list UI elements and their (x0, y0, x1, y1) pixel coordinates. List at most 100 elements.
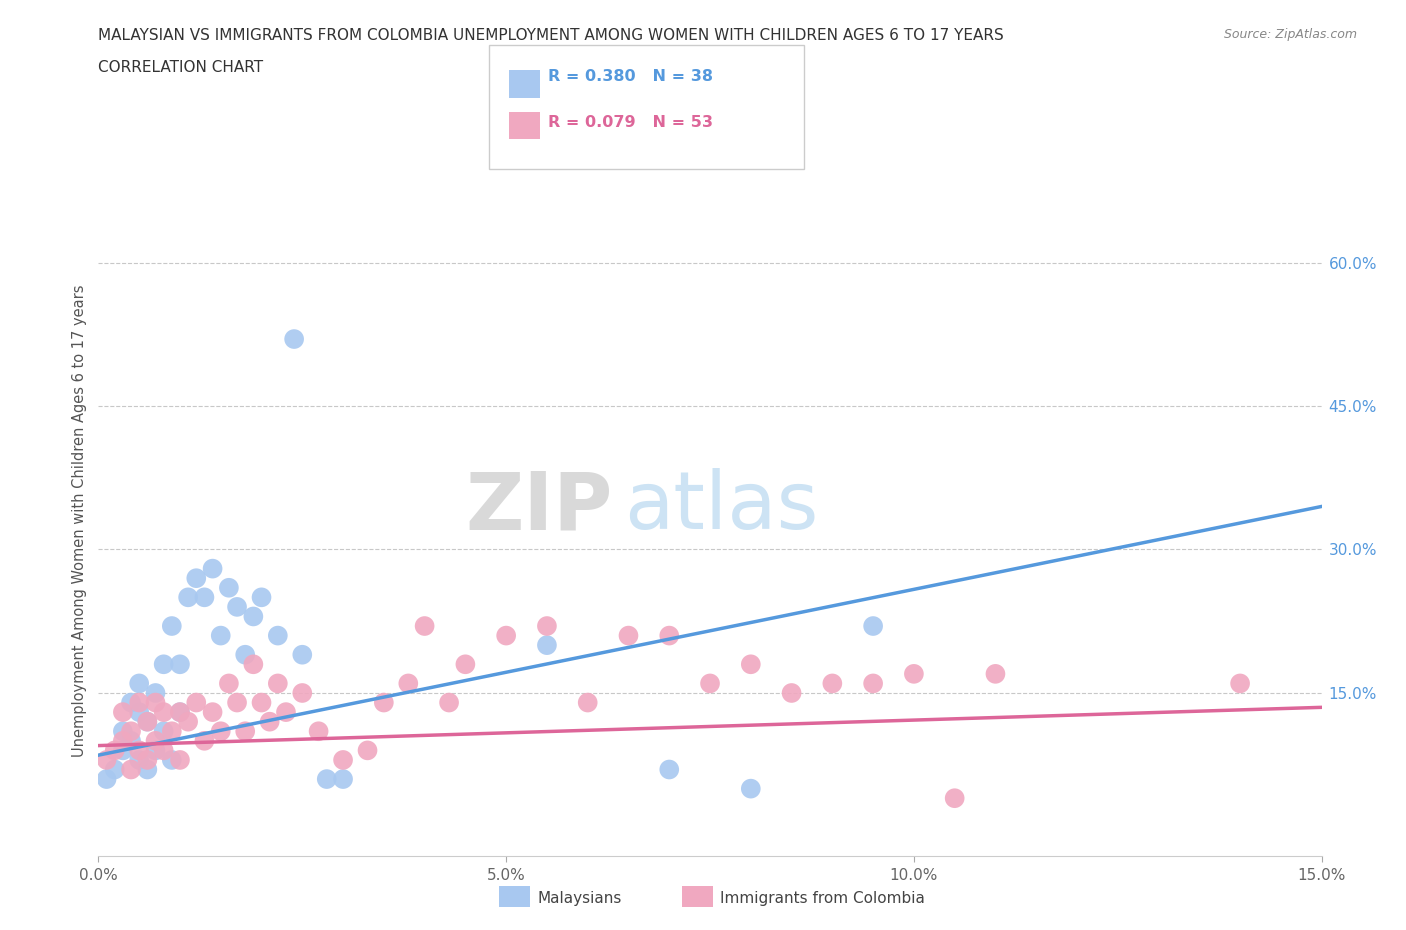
Point (291, 685, 314, 700)
Point (136, 752, 159, 767)
Point (267, 676, 290, 691)
Point (250, 590, 273, 604)
Point (218, 676, 240, 691)
Point (332, 752, 354, 767)
Point (136, 762, 159, 777)
Point (193, 734, 215, 749)
Text: atlas: atlas (624, 469, 818, 547)
Point (136, 714, 159, 729)
Point (536, 638, 558, 653)
Point (233, 724, 256, 738)
Point (780, 685, 803, 700)
Point (250, 695, 273, 710)
Point (111, 705, 134, 720)
Point (136, 714, 159, 729)
Point (821, 676, 844, 691)
Point (740, 657, 762, 671)
Point (226, 600, 249, 615)
Point (111, 724, 134, 738)
Point (576, 695, 599, 710)
Point (186, 571, 208, 586)
Point (193, 590, 215, 604)
Point (242, 609, 264, 624)
Point (658, 762, 681, 777)
Point (259, 714, 281, 729)
Point (437, 695, 460, 710)
Point (862, 676, 884, 691)
Point (169, 705, 191, 720)
Point (658, 628, 681, 643)
Point (152, 724, 174, 738)
Point (984, 667, 1007, 682)
Text: R = 0.079   N = 53: R = 0.079 N = 53 (548, 115, 713, 130)
Text: Malaysians: Malaysians (537, 891, 621, 906)
Point (495, 628, 517, 643)
Point (169, 657, 191, 671)
Point (111, 734, 134, 749)
Point (201, 561, 224, 576)
Point (111, 743, 134, 758)
Point (120, 695, 142, 710)
Point (356, 743, 378, 758)
Point (128, 705, 150, 720)
Point (315, 772, 337, 787)
Point (128, 743, 150, 758)
Point (233, 647, 256, 662)
Point (740, 781, 762, 796)
Point (160, 724, 183, 738)
Point (308, 724, 330, 738)
Point (373, 695, 395, 710)
Point (242, 657, 264, 671)
Text: MALAYSIAN VS IMMIGRANTS FROM COLOMBIA UNEMPLOYMENT AMONG WOMEN WITH CHILDREN AGE: MALAYSIAN VS IMMIGRANTS FROM COLOMBIA UN… (98, 28, 1004, 43)
Point (128, 676, 150, 691)
Y-axis label: Unemployment Among Women with Children Ages 6 to 17 years: Unemployment Among Women with Children A… (72, 285, 87, 757)
Point (145, 743, 167, 758)
Point (120, 762, 142, 777)
Point (536, 618, 558, 633)
Point (104, 762, 127, 777)
Point (413, 618, 436, 633)
Text: Source: ZipAtlas.com: Source: ZipAtlas.com (1223, 28, 1357, 41)
Point (1229, 676, 1251, 691)
Point (96, 752, 118, 767)
Text: ZIP: ZIP (465, 469, 612, 547)
Point (104, 743, 127, 758)
Point (291, 647, 314, 662)
Point (699, 676, 721, 691)
Point (218, 580, 240, 595)
Point (96, 772, 118, 787)
Point (160, 752, 183, 767)
Point (274, 705, 297, 720)
Point (145, 734, 167, 749)
Text: R = 0.380   N = 38: R = 0.380 N = 38 (548, 69, 713, 84)
Point (120, 724, 142, 738)
Point (454, 657, 477, 671)
Point (169, 705, 191, 720)
Point (145, 685, 167, 700)
Point (177, 714, 200, 729)
Point (332, 772, 354, 787)
Point (209, 724, 232, 738)
Point (226, 695, 249, 710)
Point (128, 695, 150, 710)
Point (617, 628, 640, 643)
Text: Immigrants from Colombia: Immigrants from Colombia (720, 891, 925, 906)
Point (145, 695, 167, 710)
Point (862, 618, 884, 633)
Point (201, 705, 224, 720)
Point (120, 734, 142, 749)
Point (152, 657, 174, 671)
Point (177, 590, 200, 604)
Point (209, 628, 232, 643)
Point (396, 676, 419, 691)
Point (152, 743, 174, 758)
Point (128, 752, 150, 767)
Point (160, 618, 183, 633)
Point (186, 695, 208, 710)
Point (283, 332, 305, 347)
Point (267, 628, 290, 643)
Point (152, 705, 174, 720)
Point (943, 790, 966, 805)
Point (169, 752, 191, 767)
Point (903, 667, 925, 682)
